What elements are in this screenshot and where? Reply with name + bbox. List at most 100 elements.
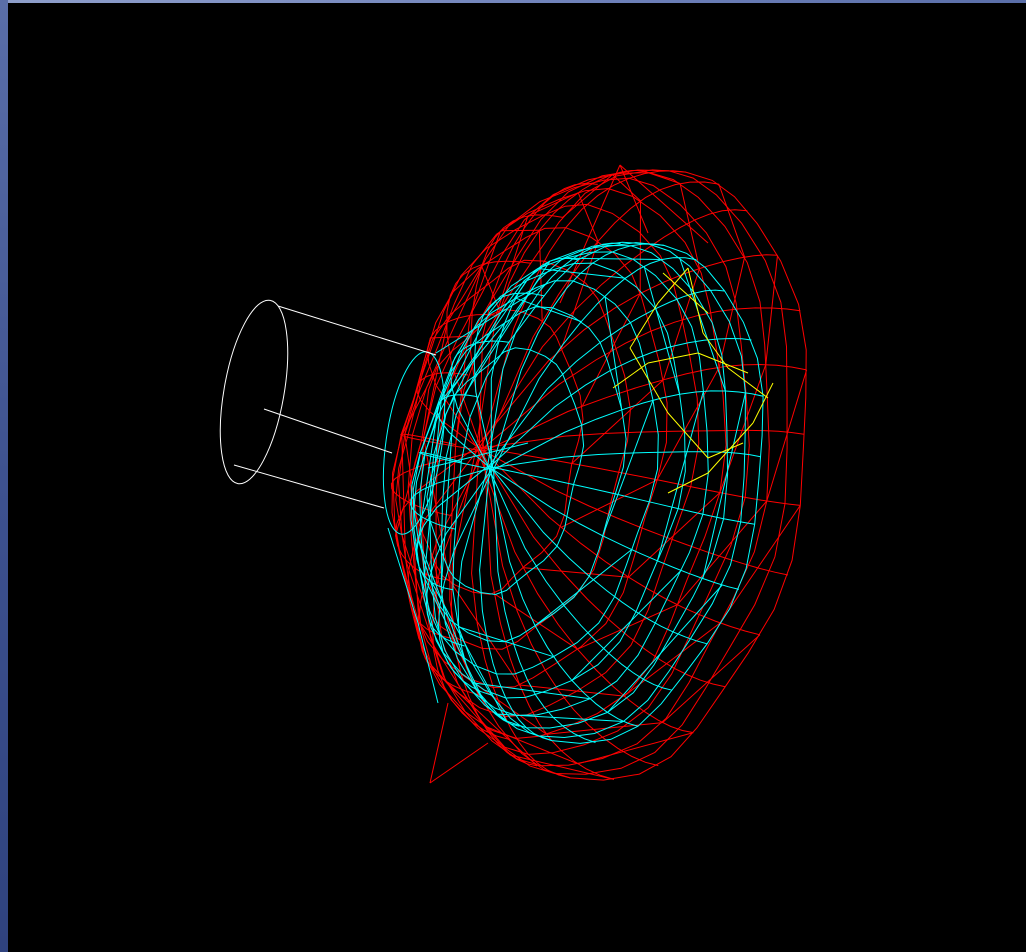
inner-shell-diagonal — [537, 268, 626, 279]
outer-shell-diagonal — [519, 684, 625, 697]
detail-line — [629, 347, 669, 414]
outer-shell-meridian — [483, 363, 807, 452]
outer-shell-meridian — [416, 372, 480, 449]
funnel-edge — [417, 622, 439, 704]
outer-shell-meridian — [480, 449, 659, 767]
outer-shell-diagonal — [450, 582, 521, 686]
detail-line — [612, 362, 649, 389]
wireframe-scene[interactable] — [8, 3, 1026, 952]
detail-line — [752, 382, 774, 424]
spout-top-edge — [277, 305, 437, 356]
outer-shell-meridian — [475, 446, 694, 734]
outer-shell-diagonal — [577, 192, 599, 242]
outer-shell-diagonal — [484, 725, 578, 765]
inner-shell-meridian — [490, 451, 761, 469]
outer-shell-parallel — [407, 177, 750, 755]
inner-shell-diagonal — [473, 682, 591, 700]
outer-shell-meridian — [481, 307, 801, 450]
outer-shell-diagonal — [481, 265, 500, 311]
outer-shell-diagonal — [522, 567, 629, 578]
outer-shell-diagonal — [718, 183, 746, 258]
outer-shell-diagonal — [676, 500, 768, 606]
outer-shell-meridian — [483, 451, 615, 780]
outer-shell-peak-edge — [559, 164, 621, 304]
spout-middle-edge — [263, 408, 393, 454]
inner-shell-meridian — [410, 467, 491, 530]
inner-shell-diagonal — [415, 412, 438, 555]
window-top-border — [0, 0, 1026, 3]
spout-wireframe — [219, 299, 437, 509]
outer-shell-diagonal — [510, 754, 615, 780]
outer-shell-diagonal — [571, 379, 664, 464]
outer-shell-diagonal — [718, 256, 746, 368]
inner-shell-diagonal — [431, 582, 508, 723]
outer-shell-diagonal — [446, 265, 483, 323]
inner-shell-diagonal — [515, 297, 582, 323]
detail-line — [687, 267, 704, 334]
outer-shell-diagonal — [410, 497, 420, 622]
outer-shell-diagonal — [527, 192, 579, 217]
outer-shell-diagonal — [628, 492, 721, 578]
funnel-edge — [387, 527, 419, 624]
outer-shell-meridian — [431, 449, 509, 740]
outer-shell-diagonal — [641, 170, 681, 184]
inner-shell-diagonal — [607, 584, 723, 713]
outer-shell-diagonal — [469, 230, 502, 316]
funnel-edge — [435, 282, 549, 354]
spout-end-cap — [219, 299, 289, 485]
outer-shell-diagonal — [560, 479, 658, 528]
inner-shell-diagonal — [458, 626, 554, 658]
outer-shell-meridian — [476, 254, 778, 448]
outer-shell-meridian — [479, 429, 805, 449]
outer-shell-parallel — [395, 259, 631, 650]
outer-shell-meridian — [471, 448, 571, 779]
inner-shell-diagonal — [495, 713, 624, 722]
inner-shell-parallel — [426, 347, 585, 596]
outer-shell-parallel — [392, 203, 700, 718]
inner-shell-parallel — [429, 244, 729, 729]
outer-shell-meridian — [480, 170, 686, 450]
outer-shell-parallel — [435, 169, 788, 775]
inner-shell-diagonal — [643, 266, 681, 395]
inner-shell-diagonal — [463, 260, 551, 396]
funnel-edge — [427, 442, 529, 469]
outer-shell-meridian — [483, 181, 719, 452]
outer-shell-diagonal — [719, 505, 801, 624]
3d-viewport[interactable] — [8, 3, 1026, 952]
outer-shell-diagonal — [493, 593, 578, 650]
detail-line — [727, 367, 769, 399]
inner-shell-diagonal — [571, 570, 682, 681]
inner-shell-wireframe — [382, 241, 764, 744]
inner-shell-diagonal — [563, 257, 663, 260]
outer-shell-meridian — [481, 449, 789, 576]
outer-shell-meridian — [475, 169, 643, 447]
outer-shell-diagonal — [560, 241, 599, 350]
outer-shell-meridian — [469, 214, 563, 452]
detail-line — [629, 302, 659, 349]
outer-shell-diagonal — [401, 435, 406, 560]
outer-shell-diagonal — [418, 621, 485, 727]
outer-shell-diagonal — [765, 255, 778, 365]
inner-shell-diagonal — [440, 394, 455, 588]
outer-shell-diagonal — [581, 293, 641, 407]
inner-shell-meridian — [425, 468, 493, 647]
outer-shell-base-edge — [429, 742, 489, 784]
outer-shell-diagonal — [612, 174, 641, 202]
inner-shell-diagonal — [437, 322, 506, 406]
outer-shell-diagonal — [766, 369, 808, 502]
outer-shell-diagonal — [405, 559, 447, 682]
outer-shell-diagonal — [401, 376, 433, 436]
detail-line — [707, 442, 744, 459]
outer-shell-diagonal — [562, 174, 613, 218]
outer-shell-diagonal — [404, 337, 431, 435]
inner-shell-diagonal — [679, 257, 726, 392]
inner-shell-meridian — [487, 466, 673, 691]
outer-shell-diagonal — [423, 321, 448, 438]
inner-shell-diagonal — [534, 549, 632, 627]
detail-line — [647, 352, 699, 364]
outer-shell-diagonal — [430, 335, 471, 339]
inner-shell-parallel — [452, 242, 764, 744]
outer-shell-diagonal — [656, 367, 720, 481]
inner-shell-meridian — [487, 242, 621, 467]
